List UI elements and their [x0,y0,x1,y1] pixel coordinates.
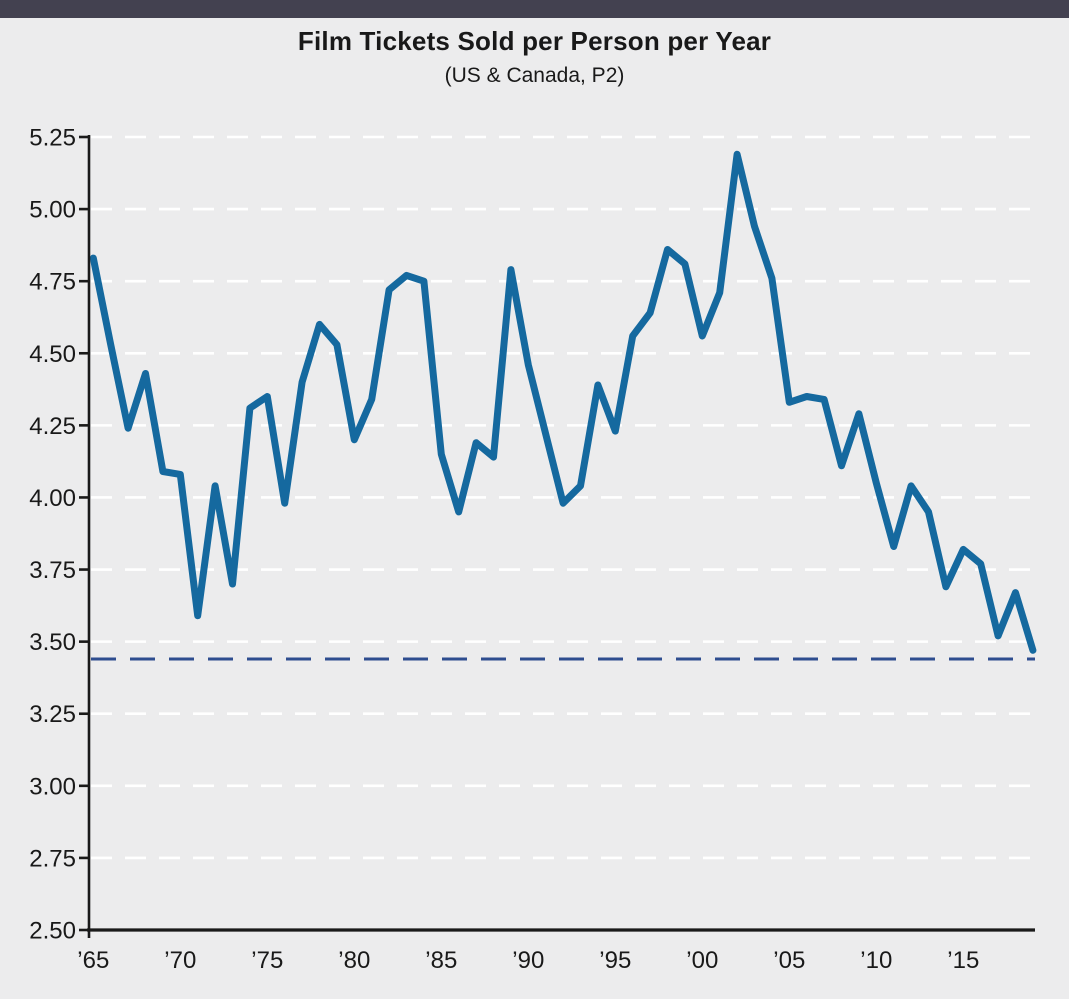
x-axis-tick-label: ’15 [947,947,979,974]
x-axis-tick-label: ’10 [860,947,892,974]
x-axis-tick-label: ’75 [251,947,283,974]
x-axis-tick-label: ’95 [599,947,631,974]
y-axis-tick-label: 3.50 [29,629,76,656]
y-axis-tick-label: 3.75 [29,557,76,584]
x-axis-tick-label: ’90 [512,947,544,974]
x-axis-tick-label: ’70 [164,947,196,974]
x-axis-tick-label: ’05 [773,947,805,974]
y-axis-tick-label: 4.00 [29,485,76,512]
x-axis-labels: ’65 ’70 ’75 ’80 ’85 ’90 ’95 ’00 ’05 ’10 ’15 [77,947,979,974]
axes [79,135,1035,938]
chart-header: Film Tickets Sold per Person per Year (U… [0,26,1069,88]
y-axis-tick-label: 3.00 [29,773,76,800]
y-axis-tick-label: 4.75 [29,269,76,296]
chart-title: Film Tickets Sold per Person per Year [297,26,772,56]
top-accent-bar [0,0,1069,18]
y-axis-tick-label: 2.50 [29,918,76,945]
y-axis-tick-label: 2.75 [29,845,76,872]
y-axis-tick-label: 4.25 [29,413,76,440]
chart-subtitle: (US & Canada, P2) [444,64,625,87]
x-axis-tick-label: ’00 [686,947,718,974]
y-axis-tick-label: 4.50 [29,341,76,368]
x-axis-tick-label: ’65 [77,947,109,974]
y-axis-tick-label: 3.25 [29,701,76,728]
y-axis-tick-label: 5.25 [29,125,76,152]
x-axis-tick-label: ’80 [338,947,370,974]
y-axis-tick-label: 5.00 [29,197,76,224]
y-axis-labels: 2.50 2.75 3.00 3.25 3.50 3.75 4.00 4.25 4.50 4.75… [29,125,76,945]
x-axis-tick-label: ’85 [425,947,457,974]
series-line-tickets-per-person [89,150,1037,654]
